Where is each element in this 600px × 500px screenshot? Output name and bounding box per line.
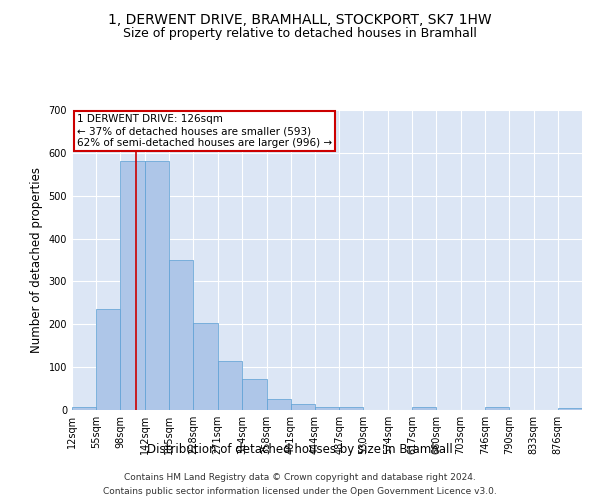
Bar xyxy=(558,408,582,410)
Bar xyxy=(145,162,169,410)
Bar xyxy=(193,323,218,410)
Bar xyxy=(242,379,266,410)
Bar xyxy=(291,404,315,410)
Bar xyxy=(218,360,242,410)
Text: Size of property relative to detached houses in Bramhall: Size of property relative to detached ho… xyxy=(123,28,477,40)
Bar xyxy=(315,406,339,410)
Bar xyxy=(485,407,509,410)
Bar xyxy=(121,162,145,410)
Y-axis label: Number of detached properties: Number of detached properties xyxy=(30,167,43,353)
Bar xyxy=(96,310,121,410)
Bar xyxy=(72,407,96,410)
Text: Contains public sector information licensed under the Open Government Licence v3: Contains public sector information licen… xyxy=(103,488,497,496)
Bar xyxy=(412,407,436,410)
Bar xyxy=(339,406,363,410)
Text: Contains HM Land Registry data © Crown copyright and database right 2024.: Contains HM Land Registry data © Crown c… xyxy=(124,472,476,482)
Text: Distribution of detached houses by size in Bramhall: Distribution of detached houses by size … xyxy=(147,442,453,456)
Text: 1 DERWENT DRIVE: 126sqm
← 37% of detached houses are smaller (593)
62% of semi-d: 1 DERWENT DRIVE: 126sqm ← 37% of detache… xyxy=(77,114,332,148)
Bar xyxy=(169,260,193,410)
Text: 1, DERWENT DRIVE, BRAMHALL, STOCKPORT, SK7 1HW: 1, DERWENT DRIVE, BRAMHALL, STOCKPORT, S… xyxy=(108,12,492,26)
Bar xyxy=(266,400,291,410)
